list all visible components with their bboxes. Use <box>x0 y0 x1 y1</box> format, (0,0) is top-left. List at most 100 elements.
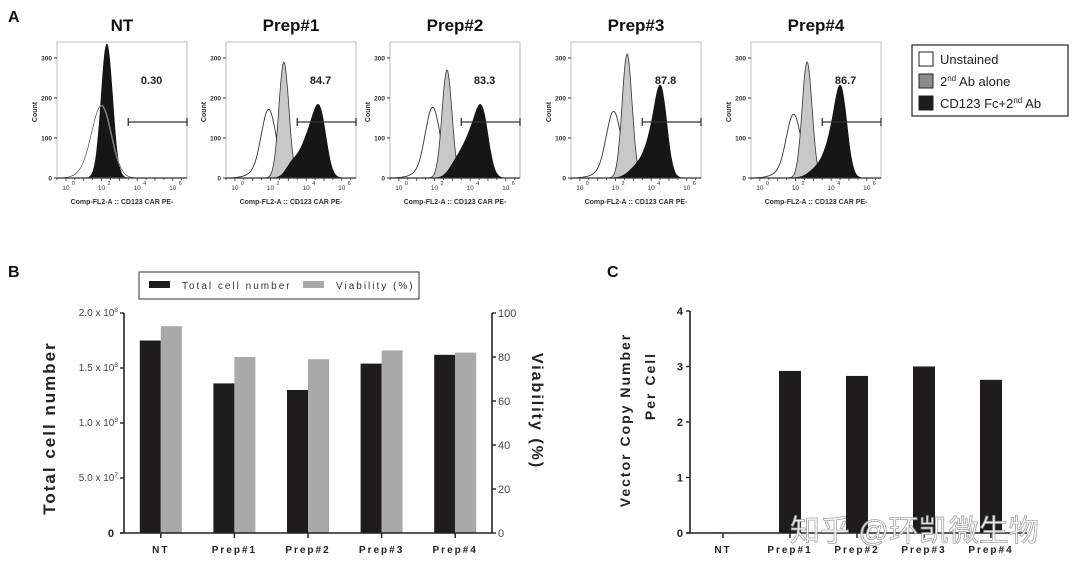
unstained-histogram-outline <box>57 105 187 179</box>
y-tick-label: 100 <box>555 136 566 143</box>
y-tick-label: 0 <box>562 176 566 183</box>
gate-percent-label: 87.8 <box>655 75 676 87</box>
y-tick-label: 100 <box>41 136 52 143</box>
watermark: 知乎 @环凯微生物 <box>790 515 1040 549</box>
panel-label-c: C <box>607 264 619 281</box>
second-ab-histogram <box>226 61 356 179</box>
x-tick-label: Prep#3 <box>901 545 946 556</box>
x-tick-exponent: 4 <box>657 181 660 187</box>
y-axis-label-line2: Per Cell <box>642 352 658 420</box>
bar-total-cell-number <box>360 363 382 533</box>
panel-b-cell-number-viability-chart: Total cell number Viability (%) NT Prep#1 Pr… <box>40 271 545 556</box>
cd123-histogram <box>571 84 701 179</box>
y-tick-label: 200 <box>374 96 385 103</box>
x-tick-label: NT <box>714 545 731 556</box>
x-tick-label: Prep#1 <box>212 545 257 556</box>
x-tick-label: 10 <box>431 185 439 192</box>
y-tick-label: 200 <box>210 96 221 103</box>
y-tick-label: 300 <box>41 56 52 63</box>
y-tick-label: 2 <box>677 417 683 429</box>
y-tick-label: 0 <box>742 176 746 183</box>
legend-label-viability: Viability (%) <box>336 281 415 292</box>
y-axis-label: Count <box>546 101 553 122</box>
y-tick-label: 200 <box>735 96 746 103</box>
bar-vector-copy-number <box>913 366 935 533</box>
y-tick-label: 0 <box>677 528 683 540</box>
gate-percent-label: 84.7 <box>310 75 331 87</box>
y-tick-label-exponent: 8 <box>114 417 118 424</box>
legend-label-text: CD123 Fc+2 <box>940 96 1013 111</box>
bar-viability <box>234 357 256 533</box>
histogram-title: Prep#3 <box>608 16 665 35</box>
x-axis-label: Comp-FL2-A :: CD123 CAR PE- <box>585 199 688 206</box>
histogram-panel-nt: NT0.300100200300Count100102104106Comp-FL… <box>32 16 188 206</box>
legend-swatch-total-cell-number <box>149 281 170 288</box>
histogram-panel-prep1: Prep#184.70100200300Count100102104106Com… <box>201 16 357 206</box>
x-tick-exponent: 2 <box>802 181 805 187</box>
x-tick-label: 10 <box>303 185 311 192</box>
y-axis-label-line1: Vector Copy Number <box>617 333 633 507</box>
y-tick-label-mantissa: 1.0 x 10 <box>79 418 115 429</box>
y-tick-label-exponent: 8 <box>114 307 118 314</box>
x-tick-label: 10 <box>134 185 142 192</box>
gate-percent-label: 83.3 <box>474 75 495 87</box>
x-tick-label: 10 <box>683 185 691 192</box>
y-tick-label: 100 <box>374 136 385 143</box>
x-axis-label: Comp-FL2-A :: CD123 CAR PE- <box>71 199 174 206</box>
x-tick-label: 10 <box>648 185 656 192</box>
x-tick-label: 10 <box>169 185 177 192</box>
unstained-histogram <box>57 104 187 179</box>
y-tick-label: 200 <box>41 96 52 103</box>
y-tick-label-right: 100 <box>498 308 516 320</box>
x-tick-exponent: 2 <box>108 181 111 187</box>
x-tick-exponent: 6 <box>179 181 182 187</box>
x-tick-label: 10 <box>756 185 764 192</box>
x-tick-exponent: 4 <box>837 181 840 187</box>
x-tick-label: 10 <box>267 185 275 192</box>
y-tick-label: 300 <box>555 56 566 63</box>
bar-vector-copy-number <box>980 379 1002 533</box>
x-tick-label: Prep#4 <box>433 545 478 556</box>
histogram-title: Prep#1 <box>263 16 320 35</box>
legend-swatch <box>918 51 934 67</box>
y-tick-label: 4 <box>677 306 684 318</box>
x-tick-exponent: 0 <box>405 181 408 187</box>
x-axis-label: Comp-FL2-A :: CD123 CAR PE- <box>240 199 343 206</box>
histogram-title: Prep#2 <box>427 16 484 35</box>
legend-label-superscript: nd <box>1013 96 1022 105</box>
y-tick-label-right: 80 <box>498 352 510 364</box>
histogram-title: Prep#4 <box>788 16 845 35</box>
bar-viability <box>308 359 329 533</box>
x-tick-exponent: 4 <box>143 181 146 187</box>
x-tick-label: 10 <box>338 185 346 192</box>
y-tick-label: 300 <box>374 56 385 63</box>
gate-percent-label: 86.7 <box>835 75 856 87</box>
legend-label-suffix: Ab alone <box>956 74 1010 89</box>
second-ab-histogram <box>571 53 701 179</box>
x-tick-label: Prep#3 <box>359 545 404 556</box>
x-tick-label: 10 <box>828 185 836 192</box>
bar-total-cell-number <box>434 354 456 533</box>
panel-label-a: A <box>8 9 20 26</box>
x-tick-exponent: 6 <box>873 181 876 187</box>
x-tick-exponent: 4 <box>476 181 479 187</box>
y-tick-label: 1 <box>677 473 683 485</box>
y-tick-label: 5.0 x 107 <box>79 472 119 484</box>
y-tick-label: 100 <box>210 136 221 143</box>
cd123-histogram <box>57 43 187 179</box>
y-tick-label-exponent: 7 <box>114 472 118 479</box>
legend-label-total-cell-number: Total cell number <box>182 281 292 292</box>
legend-label-superscript: nd <box>947 74 956 83</box>
y-tick-label: 0 <box>381 176 385 183</box>
y-tick-label: 1.0 x 108 <box>79 417 119 429</box>
y-tick-label: 0 <box>108 528 114 540</box>
legend-label-suffix: Ab <box>1022 96 1041 111</box>
bar-viability <box>160 326 182 533</box>
y-tick-label: 1.5 x 108 <box>79 362 119 374</box>
x-tick-label: 10 <box>231 185 239 192</box>
x-tick-label: 10 <box>576 185 584 192</box>
watermark-text: 知乎 @环凯微生物 <box>790 515 1039 548</box>
y-tick-label: 0 <box>217 176 221 183</box>
histogram-panel-prep2: Prep#283.30100200300Count100102104106Com… <box>365 16 521 206</box>
